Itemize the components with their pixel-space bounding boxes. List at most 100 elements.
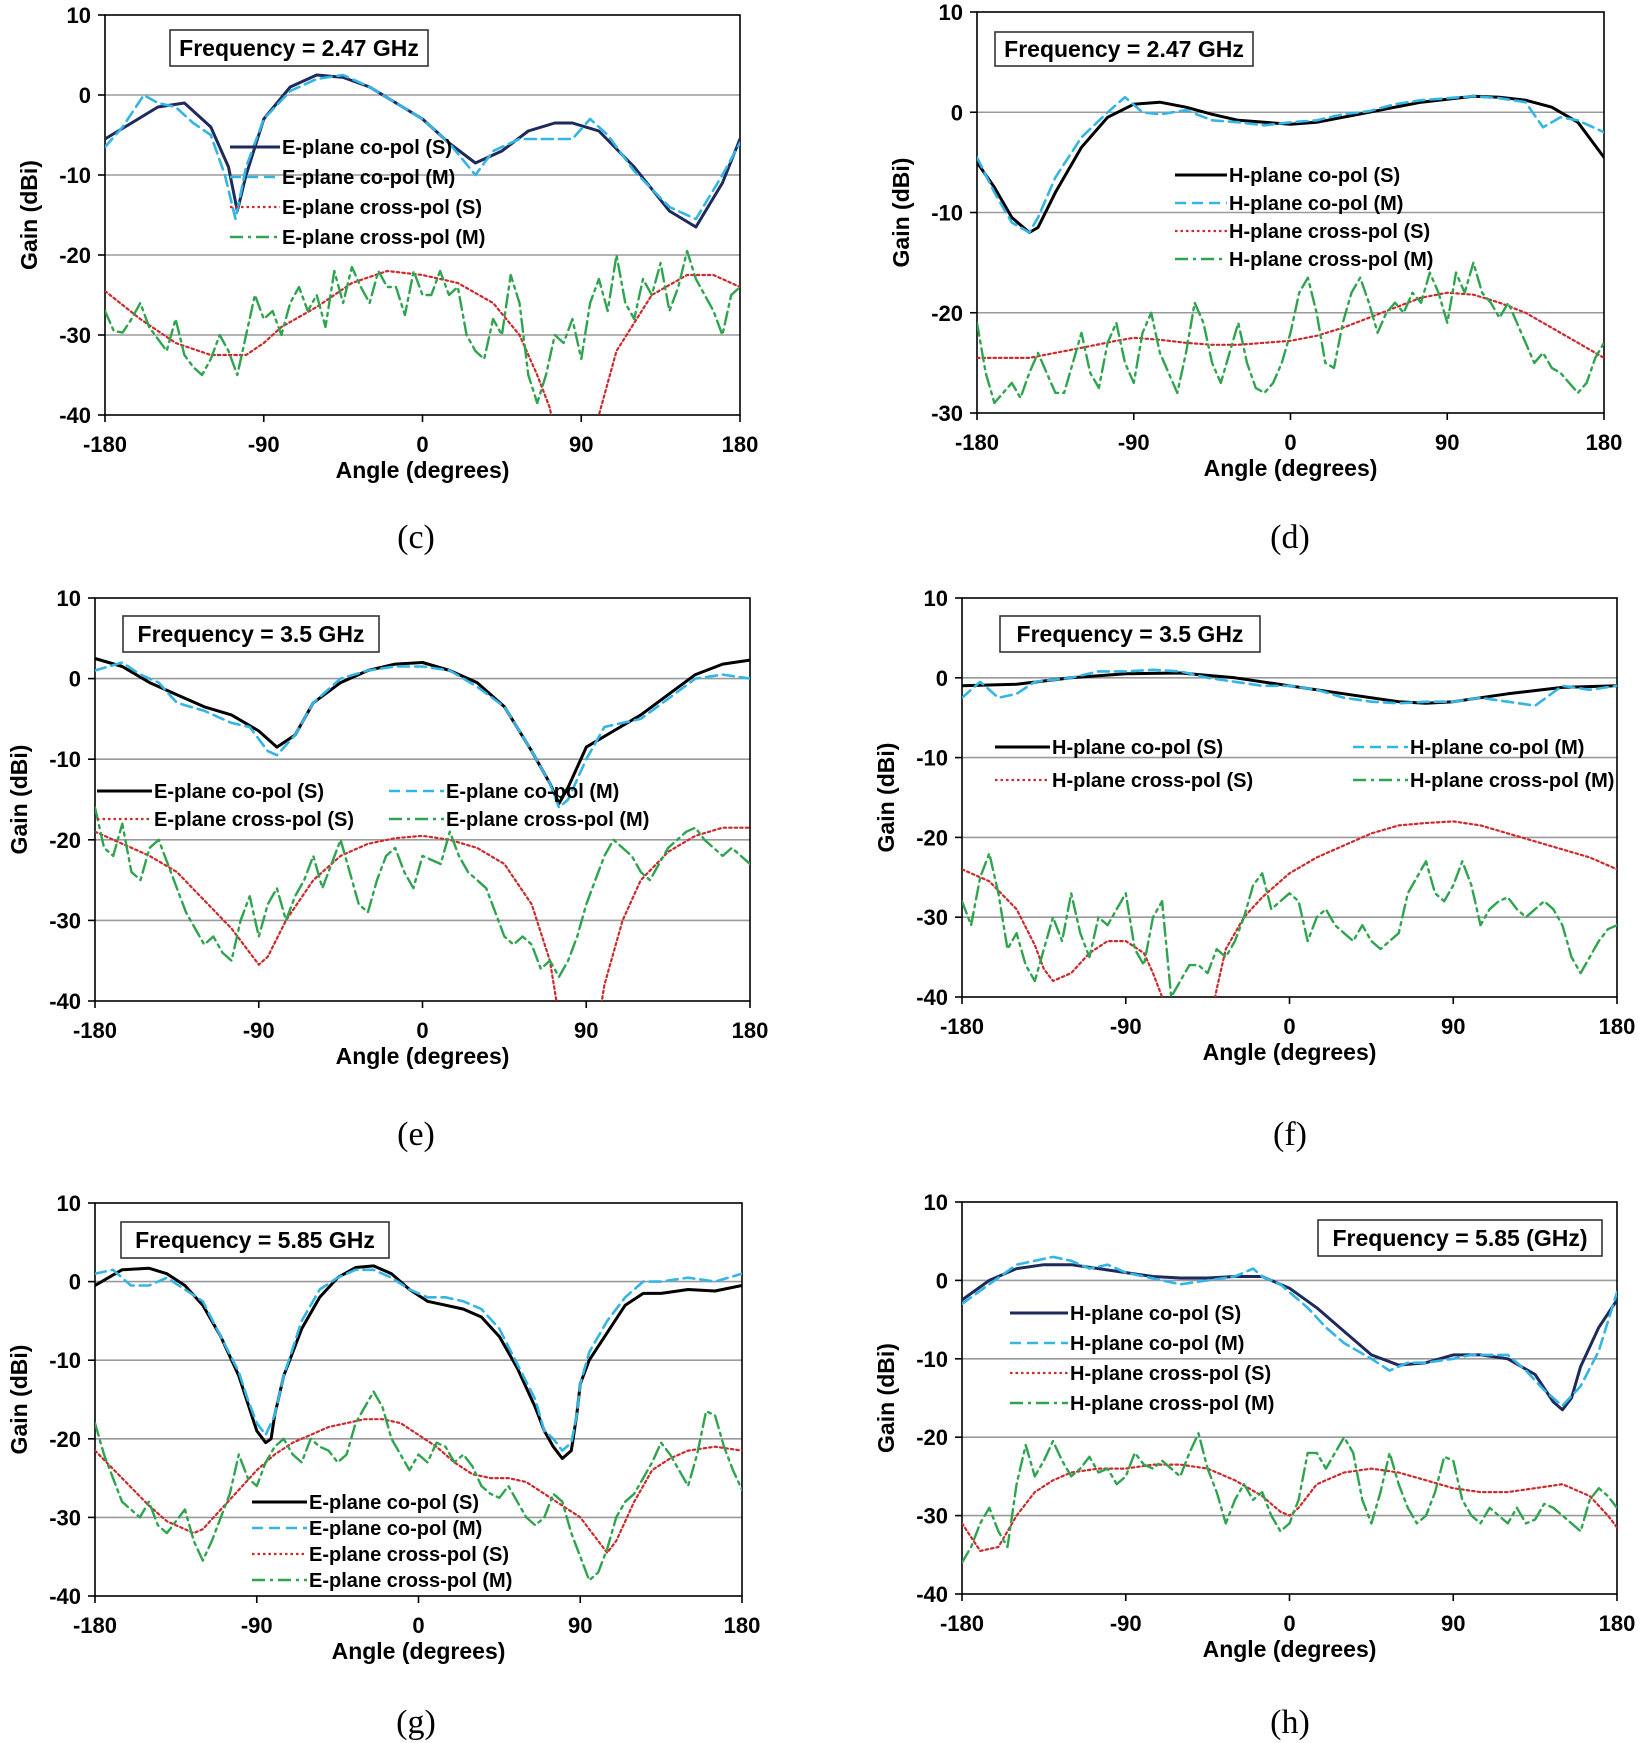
frequency-box <box>1317 1219 1603 1257</box>
x-tick-label: -180 <box>73 1613 117 1638</box>
y-tick-label: -20 <box>49 1427 81 1452</box>
x-axis-label: Angle (degrees) <box>1203 1636 1377 1662</box>
x-tick-label: -180 <box>73 1018 117 1043</box>
series-line <box>962 1463 1617 1553</box>
legend-entry: H-plane cross-pol (M) <box>1229 249 1433 271</box>
y-tick-label: -40 <box>916 1582 948 1607</box>
legend-entry: E-plane co-pol (M) <box>282 167 455 189</box>
y-axis-label: Gain (dBi) <box>6 1345 32 1455</box>
plot-frame <box>961 1201 1618 1595</box>
y-tick-label: -30 <box>931 401 963 426</box>
y-tick-label: -10 <box>49 747 81 772</box>
series-line <box>105 73 740 221</box>
x-tick-label: -180 <box>83 432 127 457</box>
legend-entry: E-plane co-pol (M) <box>446 781 619 803</box>
plot-frame <box>961 597 1618 998</box>
x-tick-label: -90 <box>248 432 280 457</box>
x-tick-label: 90 <box>569 432 593 457</box>
y-tick-label: -10 <box>916 746 948 771</box>
series-line <box>105 269 740 415</box>
x-tick-label: 0 <box>1283 1014 1295 1039</box>
x-tick-label: 180 <box>1599 1611 1636 1636</box>
series-line <box>962 668 1617 708</box>
frequency-label: Frequency = 3.5 GHz <box>1017 621 1244 647</box>
x-axis-label: Angle (degrees) <box>332 1638 506 1664</box>
y-tick-label: 10 <box>939 0 963 25</box>
y-tick-label: 10 <box>67 3 91 28</box>
series-line <box>95 1390 742 1582</box>
y-tick-label: -10 <box>916 1347 948 1372</box>
legend-entry: E-plane cross-pol (M) <box>282 227 485 249</box>
legend-entry: H-plane co-pol (M) <box>1229 193 1403 215</box>
y-tick-label: -40 <box>49 989 81 1014</box>
series-line <box>962 820 1617 997</box>
series-line <box>95 806 750 978</box>
legend-entry: E-plane cross-pol (S) <box>309 1544 509 1566</box>
y-tick-label: 0 <box>936 666 948 691</box>
series-line <box>977 94 1604 234</box>
y-tick-label: 0 <box>69 1270 81 1295</box>
x-tick-label: 90 <box>1435 430 1459 455</box>
y-tick-label: -20 <box>916 825 948 850</box>
panel-caption: (d) <box>1270 519 1310 556</box>
x-tick-label: 180 <box>1599 1014 1636 1039</box>
frequency-label: Frequency = 5.85 GHz <box>135 1227 375 1253</box>
legend-entry: E-plane cross-pol (S) <box>154 809 354 831</box>
x-tick-label: -90 <box>1110 1014 1142 1039</box>
x-tick-label: -90 <box>1118 430 1150 455</box>
series-line <box>962 1432 1617 1564</box>
x-tick-label: -180 <box>940 1611 984 1636</box>
chart-panel-d: -180 -90 0 90 180 -30 -20 -10 0 10 Angle (degrees)… <box>888 0 1622 556</box>
y-axis-label: Gain (dBi) <box>6 745 32 855</box>
frequency-box <box>999 615 1261 653</box>
y-tick-label: -30 <box>916 1504 948 1529</box>
panel-caption: (g) <box>396 1704 436 1741</box>
y-tick-label: 0 <box>951 100 963 125</box>
y-tick-label: -30 <box>49 1505 81 1530</box>
series-line <box>105 73 740 229</box>
y-tick-label: -40 <box>59 403 91 428</box>
chart-panel-c: -180 -90 0 90 180 -40 -30 -20 -10 0 10 Angle (degre… <box>16 3 758 556</box>
x-tick-label: 0 <box>1284 430 1296 455</box>
y-tick-label: -20 <box>49 828 81 853</box>
y-tick-label: -10 <box>59 163 91 188</box>
x-tick-label: 0 <box>416 432 428 457</box>
series-line <box>105 249 740 405</box>
y-tick-label: -10 <box>931 201 963 226</box>
legend-entry: H-plane co-pol (S) <box>1229 165 1400 187</box>
legend-entry: H-plane cross-pol (S) <box>1052 770 1253 792</box>
y-tick-label: -40 <box>49 1584 81 1609</box>
legend-entry: H-plane cross-pol (S) <box>1229 221 1430 243</box>
frequency-label: Frequency = 3.5 GHz <box>138 621 365 647</box>
legend-entry: E-plane co-pol (M) <box>309 1518 482 1540</box>
panel-caption: (h) <box>1270 1704 1310 1741</box>
x-axis-label: Angle (degrees) <box>1204 455 1378 481</box>
chart-panel-g: -180 -90 0 90 180 -40 -30 -20 -10 0 10 Angle (degre… <box>6 1191 760 1741</box>
legend-entry: E-plane co-pol (S) <box>309 1492 479 1514</box>
series-line <box>95 826 750 1001</box>
x-tick-label: -90 <box>1110 1611 1142 1636</box>
frequency-label: Frequency = 2.47 GHz <box>1004 36 1244 62</box>
y-axis-label: Gain (dBi) <box>873 1343 899 1453</box>
y-tick-label: -30 <box>49 908 81 933</box>
x-tick-label: 0 <box>412 1613 424 1638</box>
series-line <box>962 1255 1617 1408</box>
frequency-box <box>994 31 1254 67</box>
series-line <box>977 261 1604 405</box>
y-tick-label: 0 <box>69 667 81 692</box>
panel-caption: (e) <box>397 1116 435 1153</box>
x-tick-label: 180 <box>722 432 759 457</box>
chart-panel-h: -180 -90 0 90 180 -40 -30 -20 -10 0 10 Angle (degre… <box>873 1190 1635 1741</box>
series-line <box>962 852 1617 997</box>
series-line <box>95 1268 742 1452</box>
x-tick-label: 0 <box>1283 1611 1295 1636</box>
legend-entry: H-plane cross-pol (M) <box>1410 770 1614 792</box>
legend-entry: E-plane cross-pol (S) <box>282 197 482 219</box>
legend-entry: E-plane co-pol (S) <box>282 137 452 159</box>
y-tick-label: 0 <box>79 83 91 108</box>
y-tick-label: -30 <box>916 905 948 930</box>
series-line <box>977 291 1604 359</box>
x-axis-label: Angle (degrees) <box>336 1043 510 1069</box>
y-tick-label: 10 <box>924 586 948 611</box>
